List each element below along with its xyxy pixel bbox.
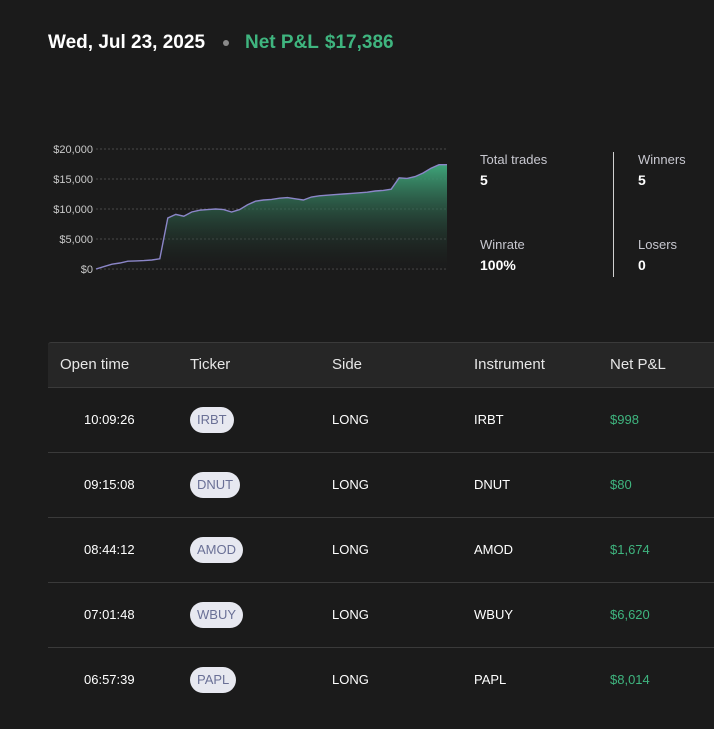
instrument-cell: IRBT [474,412,504,427]
winrate-stat: Winrate 100% [480,237,525,273]
stats-divider [613,152,614,277]
ticker-badge[interactable]: AMOD [190,537,243,563]
losers-value: 0 [638,257,646,273]
y-tick-label: $10,000 [53,204,93,216]
instrument-cell: AMOD [474,542,513,557]
instrument-cell: PAPL [474,672,507,687]
losers-label: Losers [638,237,678,252]
side-cell: LONG [332,412,369,427]
y-tick-label: $20,000 [53,144,93,156]
separator-dot [223,40,230,46]
open-time-cell: 09:15:08 [84,477,135,492]
total-trades-stat: Total trades 5 [480,152,547,188]
net-pnl-cell: $1,674 [610,542,650,557]
losers-stat: Losers 0 [638,237,677,273]
net-pnl-cell: $8,014 [610,672,650,687]
net-pnl-cell: $80 [610,477,632,492]
winrate-value: 100% [480,257,516,273]
total-trades-label: Total trades [480,152,548,167]
column-side[interactable]: Side [332,356,363,373]
open-time-cell: 10:09:26 [84,412,135,427]
net-pnl-cell: $6,620 [610,607,650,622]
table-row[interactable]: 07:01:48 WBUY LONG WBUY $6,620 [48,583,714,648]
side-cell: LONG [332,477,369,492]
table-row[interactable]: 06:57:39 PAPL LONG PAPL $8,014 [48,648,714,712]
winners-value: 5 [638,172,646,188]
table-row[interactable]: 08:44:12 AMOD LONG AMOD $1,674 [48,518,714,583]
table-header: Open time Ticker Side Instrument Net P&L [48,342,714,388]
ticker-badge[interactable]: DNUT [190,472,241,498]
side-cell: LONG [332,607,369,622]
column-net-pnl[interactable]: Net P&L [610,356,666,373]
instrument-cell: WBUY [474,607,513,622]
column-instrument[interactable]: Instrument [474,356,545,373]
winners-stat: Winners 5 [638,152,686,188]
ticker-badge[interactable]: PAPL [190,667,237,693]
date-title: Wed, Jul 23, 2025 [48,32,206,53]
chart-svg: $20,000 $15,000 $10,000 $5,000 $0 [53,144,447,276]
net-pnl-label: Net P&L [245,32,319,53]
table-row[interactable]: 10:09:26 IRBT LONG IRBT $998 [48,388,714,453]
cumulative-pnl-chart: $20,000 $15,000 $10,000 $5,000 $0 [40,138,450,278]
y-tick-label: $0 [81,264,93,276]
y-tick-label: $15,000 [53,174,93,186]
chart-area [96,164,447,269]
ticker-badge[interactable]: IRBT [190,407,234,433]
table-row[interactable]: 09:15:08 DNUT LONG DNUT $80 [48,453,714,518]
stats-panel: Total trades 5 Winners 5 Winrate 100% Lo… [480,152,714,278]
side-cell: LONG [332,542,369,557]
y-tick-label: $5,000 [59,234,93,246]
winners-label: Winners [638,152,686,167]
open-time-cell: 07:01:48 [84,607,135,622]
instrument-cell: DNUT [474,477,511,492]
chart-line [95,164,447,270]
net-pnl-value: $17,386 [324,32,394,53]
trades-table: Open time Ticker Side Instrument Net P&L… [48,342,714,712]
winrate-label: Winrate [480,237,525,252]
net-pnl-cell: $998 [610,412,639,427]
ticker-badge[interactable]: WBUY [190,602,243,628]
column-open-time[interactable]: Open time [60,356,130,373]
column-ticker[interactable]: Ticker [190,356,231,373]
open-time-cell: 08:44:12 [84,542,135,557]
open-time-cell: 06:57:39 [84,672,135,687]
total-trades-value: 5 [480,172,488,188]
side-cell: LONG [332,672,369,687]
day-header: Wed, Jul 23, 2025 Net P&L $17,386 [48,30,394,56]
